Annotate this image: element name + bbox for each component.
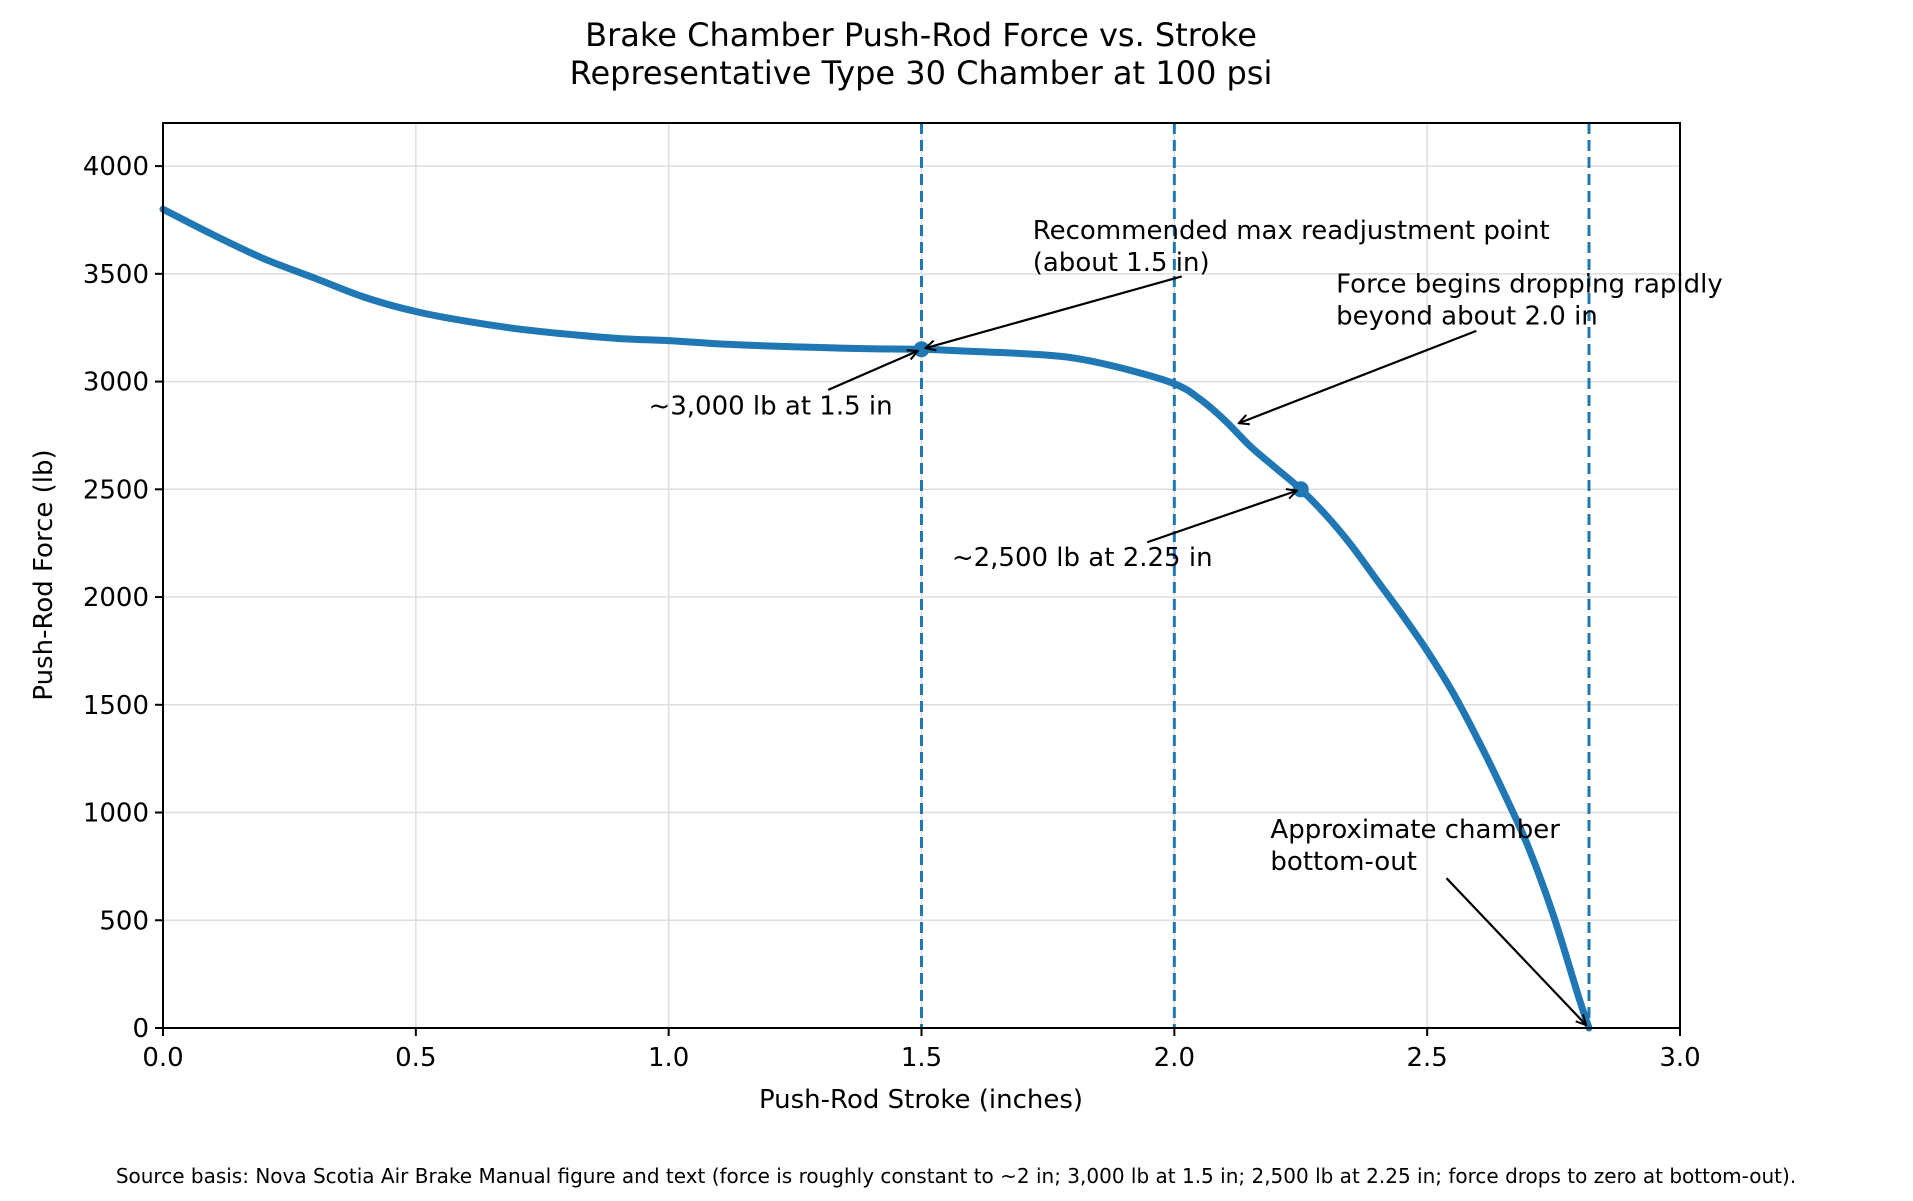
x-tick-label-2: 1.0 — [648, 1043, 689, 1073]
annotation-text-4: Approximate chamber bottom-out — [1270, 815, 1560, 877]
annotation-arrow-3 — [1146, 491, 1297, 544]
x-tick-label-0: 0.0 — [142, 1043, 183, 1073]
y-tick-label-3: 1500 — [83, 691, 149, 721]
annotation-text-3: ~2,500 lb at 2.25 in — [952, 543, 1213, 573]
y-tick-label-1: 500 — [99, 906, 149, 936]
annotation-text-line: beyond about 2.0 in — [1336, 302, 1598, 332]
y-tick-label-6: 3000 — [83, 368, 149, 398]
series-layer — [159, 205, 1593, 1032]
annotation-arrow-4 — [1445, 877, 1587, 1025]
source-footnote: Source basis: Nova Scotia Air Brake Manu… — [116, 1164, 1796, 1188]
y-tick-label-2: 1000 — [83, 799, 149, 829]
x-tick-label-3: 1.5 — [901, 1043, 942, 1073]
data-point-marker-1 — [1292, 481, 1309, 498]
annotation-text-line: Force begins dropping rapidly — [1336, 270, 1723, 300]
annotation-text-line: ~3,000 lb at 1.5 in — [648, 391, 892, 421]
x-tick-label-1: 0.5 — [395, 1043, 436, 1073]
annotation-arrow-0 — [925, 275, 1183, 348]
annotation-text-2: ~3,000 lb at 1.5 in — [648, 391, 892, 421]
y-tick-label-4: 2000 — [83, 583, 149, 613]
x-tick-label-4: 2.0 — [1154, 1043, 1195, 1073]
ticks-layer: 0.0 0.5 1.0 1.5 2.0 2.5 3.0 0 500 1000 1500 2000 250… — [83, 152, 1701, 1073]
x-tick-label-6: 3.0 — [1659, 1043, 1700, 1073]
y-axis-label: Push-Rod Force (lb) — [29, 449, 59, 700]
vertical-lines-layer — [920, 123, 1591, 1028]
series-line-0 — [159, 205, 1593, 1032]
y-tick-label-5: 2500 — [83, 475, 149, 505]
annotation-text-line: Approximate chamber — [1270, 815, 1560, 845]
annotations-layer: Recommended max readjustment point (about… — [648, 216, 1723, 1025]
annotation-text-line: bottom-out — [1270, 847, 1416, 877]
chart-subtitle: Representative Type 30 Chamber at 100 ps… — [570, 54, 1273, 92]
annotation-text-line: ~2,500 lb at 2.25 in — [952, 543, 1213, 573]
x-axis-label: Push-Rod Stroke (inches) — [759, 1085, 1083, 1115]
annotation-arrow-2 — [827, 351, 918, 391]
y-tick-label-0: 0 — [132, 1014, 149, 1044]
annotation-text-line: Recommended max readjustment point — [1033, 216, 1550, 246]
data-point-marker-0 — [913, 341, 930, 358]
chart-title: Brake Chamber Push-Rod Force vs. Stroke — [585, 16, 1257, 54]
x-tick-label-5: 2.5 — [1406, 1043, 1447, 1073]
y-tick-label-8: 4000 — [83, 152, 149, 182]
annotation-text-1: Force begins dropping rapidly beyond abou… — [1336, 270, 1723, 332]
annotation-text-line: (about 1.5 in) — [1033, 248, 1210, 278]
annotation-arrow-1 — [1239, 329, 1477, 423]
annotation-text-0: Recommended max readjustment point (about… — [1033, 216, 1550, 278]
y-tick-label-7: 3500 — [83, 260, 149, 290]
